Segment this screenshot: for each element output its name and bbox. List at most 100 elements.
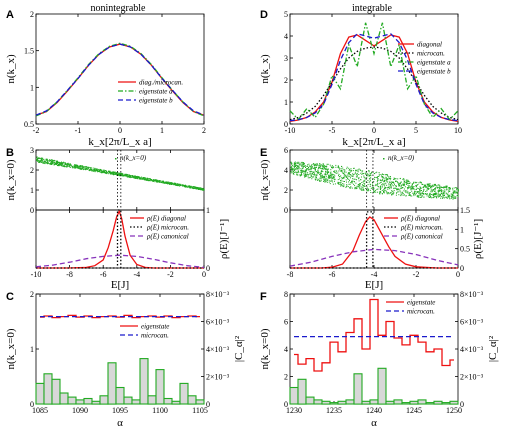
E-scatter-point (343, 174, 345, 176)
E-scatter-point (293, 165, 295, 167)
B-scatter-point (166, 182, 168, 184)
B-scatter-point (197, 187, 198, 189)
E-scatter-point (449, 198, 451, 200)
E-scatter-point (325, 168, 327, 170)
E-scatter-point (301, 161, 303, 163)
E-scatter-point (456, 187, 458, 189)
E-scatter-point (416, 187, 418, 189)
E-scatter-point (309, 172, 311, 174)
B-panel-letter: B (6, 147, 14, 159)
B-scatter-point (192, 187, 194, 189)
E-scatter-point (397, 182, 399, 184)
B-scatter-point (61, 164, 63, 166)
B-scatter-point (160, 181, 162, 183)
B-scatter-point (146, 179, 148, 181)
E-scatter-point (334, 178, 336, 180)
B-scatter-point (176, 183, 178, 185)
B-scatter-point (80, 166, 82, 168)
E-scatter-point (436, 186, 438, 188)
E-scatter-point (301, 163, 303, 165)
E-scatter-point (349, 187, 351, 189)
E-scatter-point (290, 172, 292, 174)
E-scatter-point (305, 175, 307, 177)
B-scatter-point (183, 185, 185, 187)
E-scatter-point (429, 185, 430, 187)
E-scatter-point (318, 164, 320, 166)
B-scatter-point (134, 177, 136, 179)
E-scatter-point (354, 185, 356, 187)
E-scatter-point (322, 177, 324, 179)
E-scatter-point (320, 164, 322, 166)
E-scatter-point (382, 183, 384, 185)
E-scatter-point (429, 193, 431, 195)
E-scatter-point (322, 165, 324, 167)
B-scatter-point (92, 169, 94, 171)
E-scatter-point (379, 191, 380, 193)
E-scatter-point (337, 182, 339, 184)
E-scatter-point (407, 184, 409, 186)
E-scatter-point (312, 174, 314, 175)
B-scatter-point (85, 168, 87, 170)
E-scatter-point (319, 172, 321, 174)
E-scatter-point (423, 187, 425, 189)
E-scatter-point (379, 179, 381, 181)
E-scatter-point (416, 181, 418, 183)
E-scatter-point (370, 173, 372, 175)
B-scatter-point (83, 169, 84, 171)
B-scatter-point (61, 165, 63, 167)
E-scatter-point (364, 183, 365, 185)
E-scatter-point (389, 177, 391, 179)
E-scatter-point (290, 168, 292, 170)
B-bottom-rtick-label-1: 1 (206, 206, 210, 215)
B-scatter-point (36, 159, 37, 161)
E-scatter-point (427, 187, 429, 189)
E-scatter-point (391, 187, 392, 189)
E-scatter-point (337, 166, 339, 168)
B-scatter-point (36, 156, 38, 158)
B-scatter-point (53, 162, 55, 163)
E-scatter-point (331, 173, 333, 175)
E-scatter-point (331, 175, 333, 177)
E-scatter-point (376, 184, 378, 186)
E-scatter-point (334, 183, 336, 185)
E-scatter-point (412, 188, 414, 190)
E-scatter-point (353, 174, 355, 175)
E-scatter-point (429, 183, 431, 185)
E-scatter-point (445, 189, 447, 191)
B-scatter-point (104, 170, 106, 171)
E-scatter-point (423, 196, 425, 198)
E-scatter-point (388, 181, 390, 183)
E-scatter-point (408, 194, 410, 196)
E-scatter-point (298, 163, 300, 165)
E-scatter-point (418, 197, 420, 198)
E-scatter-point (403, 183, 405, 185)
B-scatter-point (188, 186, 190, 188)
F-xtick-label-4: 1250 (446, 406, 462, 415)
E-scatter-point (378, 186, 380, 188)
D-ytick-label-4: 4 (284, 32, 288, 41)
E-scatter-point (332, 181, 334, 183)
E-scatter-point (346, 181, 347, 183)
B-scatter-point (107, 172, 109, 174)
E-scatter-point (431, 186, 433, 188)
E-scatter-point (300, 161, 302, 163)
E-scatter-point (302, 167, 304, 169)
E-scatter-point (396, 192, 397, 194)
B-scatter-point (191, 186, 193, 188)
B-scatter-point (190, 186, 192, 188)
E-scatter-point (333, 170, 335, 172)
E-scatter-point (409, 186, 411, 188)
E-scatter-point (409, 192, 411, 194)
B-scatter-point (203, 189, 205, 191)
E-scatter-point (338, 167, 340, 169)
E-scatter-point (339, 167, 341, 169)
E-scatter-point (307, 173, 308, 175)
B-scatter-point (161, 181, 162, 183)
B-scatter-point (60, 164, 62, 166)
E-scatter-point (411, 185, 413, 187)
E-scatter-point (314, 169, 316, 171)
E-scatter-point (358, 180, 360, 182)
E-scatter-point (297, 172, 299, 174)
E-scatter-point (416, 195, 418, 197)
E-scatter-point (338, 166, 339, 168)
